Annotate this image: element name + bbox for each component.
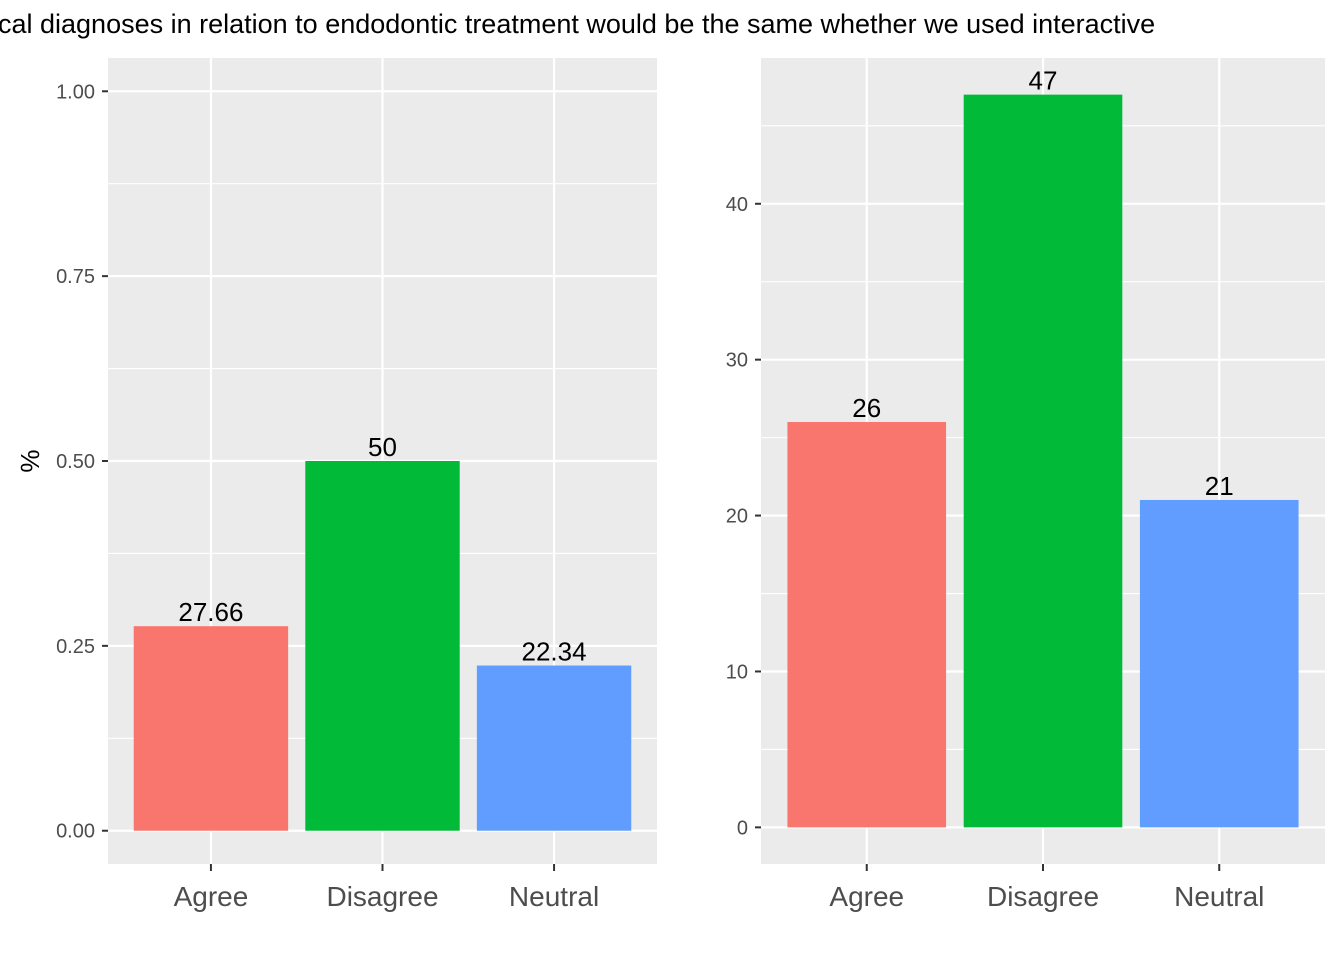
data-label-agree: 27.66	[178, 597, 243, 627]
x-tick-label-neutral: Neutral	[1174, 881, 1264, 912]
bar-agree	[787, 422, 947, 828]
y-tick-label: 30	[726, 350, 748, 372]
x-tick-label-disagree: Disagree	[987, 881, 1099, 912]
data-label-agree: 26	[852, 393, 881, 423]
chart-title: ical diagnoses in relation to endodontic…	[0, 4, 1344, 44]
y-tick-label: 20	[726, 506, 748, 528]
y-tick-label: 10	[726, 661, 748, 683]
y-tick-label: 0.25	[56, 636, 95, 658]
bar-neutral	[476, 665, 632, 831]
x-tick-label-disagree: Disagree	[326, 881, 438, 912]
y-axis-label: %	[15, 449, 45, 472]
y-tick-label: 1.00	[56, 81, 95, 103]
x-tick-label-agree: Agree	[829, 881, 904, 912]
data-label-disagree: 47	[1029, 66, 1058, 96]
data-label-neutral: 22.34	[522, 637, 587, 667]
y-tick-label: 0	[737, 817, 748, 839]
bar-disagree	[305, 461, 460, 831]
y-tick-label: 40	[726, 194, 748, 216]
chart-panel-percent: 0.00 0.25 0.50 0.75 1.00 27.66 50 22.34 Agree Dis…	[15, 58, 657, 912]
y-tick-label: 0.50	[56, 451, 95, 473]
bar-disagree	[963, 94, 1123, 828]
x-tick-label-neutral: Neutral	[509, 881, 599, 912]
chart-title-text: ical diagnoses in relation to endodontic…	[0, 9, 1156, 39]
chart-panel-count: 0 10 20 30 40 26 47 21 Agree Disagree Neutral	[726, 58, 1325, 912]
data-label-neutral: 21	[1205, 471, 1234, 501]
bar-agree	[133, 626, 289, 831]
bar-neutral	[1139, 499, 1299, 828]
y-tick-label: 0.00	[56, 821, 95, 843]
data-label-disagree: 50	[368, 432, 397, 462]
y-tick-label: 0.75	[56, 266, 95, 288]
x-tick-label-agree: Agree	[174, 881, 249, 912]
